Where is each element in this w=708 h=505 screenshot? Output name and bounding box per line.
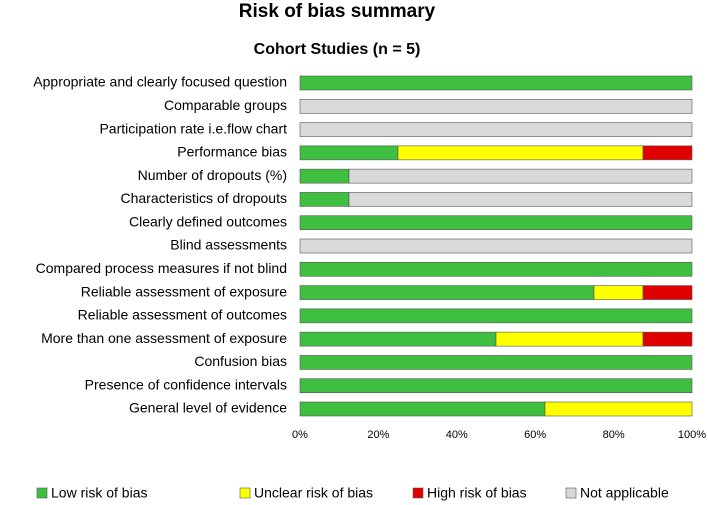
- y-tick-label: Number of dropouts (%): [138, 167, 287, 183]
- y-tick-label: More than one assessment of exposure: [41, 330, 287, 346]
- bar-segment: [299, 261, 693, 277]
- bar-segment: [299, 355, 693, 370]
- legend-label: Unclear risk of bias: [254, 485, 373, 501]
- legend-swatch: [565, 487, 577, 499]
- y-tick-label: Performance bias: [177, 144, 287, 160]
- bar-segment: [299, 238, 693, 254]
- y-tick-label: Presence of confidence intervals: [85, 376, 287, 392]
- y-tick-label: General level of evidence: [129, 400, 287, 416]
- bar-segment: [544, 401, 693, 417]
- x-tick-label: 60%: [524, 429, 546, 441]
- bar-segment: [299, 308, 693, 324]
- y-tick-label: Confusion bias: [194, 353, 287, 369]
- y-tick-label: Reliable assessment of outcomes: [78, 307, 287, 323]
- bar-segment: [642, 331, 693, 347]
- legend-swatch: [36, 487, 48, 499]
- bar-segment: [299, 145, 399, 161]
- legend-label: High risk of bias: [427, 485, 527, 501]
- bar-segment: [642, 145, 693, 161]
- bar-segment: [299, 192, 350, 207]
- bar-segment: [495, 331, 644, 347]
- y-tick-label: Characteristics of dropouts: [120, 190, 287, 206]
- legend-swatch: [412, 487, 424, 499]
- chart-subtitle: Cohort Studies (n = 5): [254, 41, 421, 58]
- y-tick-label: Appropriate and clearly focused question: [33, 74, 287, 90]
- x-tick-label: 0%: [292, 429, 308, 441]
- bar-segment: [299, 168, 350, 184]
- bar-segment: [299, 285, 595, 300]
- bar-segment: [397, 145, 644, 161]
- bar-segment: [299, 98, 693, 114]
- y-tick-label: Participation rate i.e.flow chart: [99, 120, 287, 136]
- bar-segment: [299, 401, 546, 417]
- bar-segment: [593, 285, 644, 300]
- legend-swatch: [239, 487, 251, 499]
- bar-segment: [348, 168, 693, 184]
- legend-label: Low risk of bias: [51, 485, 147, 501]
- y-tick-label: Compared process measures if not blind: [36, 260, 287, 276]
- bar-segment: [299, 378, 693, 394]
- bar-segment: [299, 215, 693, 231]
- y-tick-label: Blind assessments: [170, 237, 287, 253]
- x-tick-label: 40%: [446, 429, 468, 441]
- bar-segment: [348, 192, 693, 207]
- bar-segment: [642, 285, 693, 300]
- x-tick-label: 20%: [367, 429, 389, 441]
- y-tick-label: Clearly defined outcomes: [129, 213, 287, 229]
- legend-label: Not applicable: [580, 485, 669, 501]
- chart-title: Risk of bias summary: [239, 1, 436, 22]
- bar-segment: [299, 75, 693, 91]
- x-tick-label: 100%: [678, 429, 706, 441]
- bar-segment: [299, 331, 497, 347]
- x-tick-label: 80%: [603, 429, 625, 441]
- y-tick-label: Reliable assessment of exposure: [81, 283, 287, 299]
- bar-segment: [299, 122, 693, 137]
- y-tick-label: Comparable groups: [164, 97, 287, 113]
